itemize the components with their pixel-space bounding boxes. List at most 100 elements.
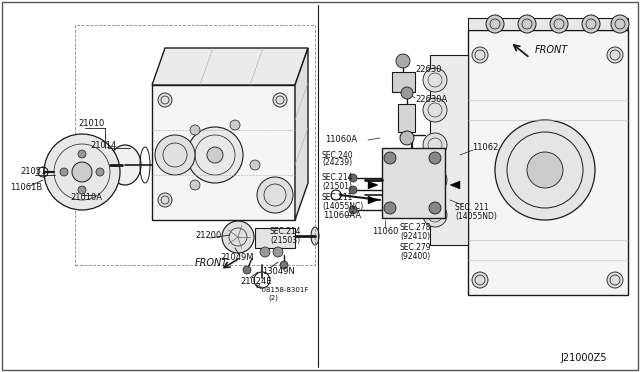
Circle shape	[486, 15, 504, 33]
Circle shape	[423, 68, 447, 92]
Text: 13049N: 13049N	[262, 267, 295, 276]
Circle shape	[190, 125, 200, 135]
Polygon shape	[152, 48, 308, 85]
Polygon shape	[450, 181, 460, 189]
Circle shape	[96, 168, 104, 176]
Circle shape	[429, 152, 441, 164]
Text: 21010: 21010	[78, 119, 104, 128]
Bar	[75, 25, 315, 265]
Text: 22630: 22630	[415, 65, 442, 74]
Circle shape	[611, 15, 629, 33]
Circle shape	[72, 162, 92, 182]
Circle shape	[257, 177, 293, 213]
Circle shape	[190, 180, 200, 190]
Circle shape	[158, 193, 172, 207]
Text: SEC.278: SEC.278	[400, 224, 431, 232]
Text: SEC.240: SEC.240	[322, 151, 354, 160]
Circle shape	[60, 168, 68, 176]
Circle shape	[423, 98, 447, 122]
Text: 21010A: 21010A	[70, 193, 102, 202]
Ellipse shape	[204, 58, 226, 66]
Circle shape	[230, 120, 240, 130]
Circle shape	[187, 127, 243, 183]
Text: (92400): (92400)	[400, 251, 430, 260]
Text: SEC.279: SEC.279	[400, 244, 431, 253]
Text: (24239): (24239)	[322, 158, 352, 167]
Circle shape	[400, 131, 414, 145]
Circle shape	[423, 203, 447, 227]
Text: 21049M: 21049M	[220, 253, 253, 263]
Circle shape	[423, 133, 447, 157]
Circle shape	[280, 261, 288, 269]
Text: (2): (2)	[268, 295, 278, 301]
Circle shape	[349, 186, 357, 194]
Text: SEC.211: SEC.211	[322, 193, 353, 202]
Circle shape	[518, 15, 536, 33]
Text: 22630A: 22630A	[415, 96, 447, 105]
Circle shape	[273, 193, 287, 207]
Polygon shape	[398, 104, 415, 132]
Polygon shape	[468, 18, 628, 30]
Text: (14055NC): (14055NC)	[322, 202, 364, 211]
Circle shape	[158, 93, 172, 107]
Text: 11060AA: 11060AA	[323, 211, 361, 219]
Circle shape	[423, 168, 447, 192]
Circle shape	[582, 15, 600, 33]
Polygon shape	[295, 48, 308, 220]
Circle shape	[384, 202, 396, 214]
Circle shape	[607, 272, 623, 288]
Polygon shape	[368, 181, 378, 189]
Text: SEC.214: SEC.214	[270, 228, 301, 237]
Polygon shape	[368, 196, 378, 204]
Circle shape	[78, 186, 86, 194]
Circle shape	[396, 54, 410, 68]
Circle shape	[472, 47, 488, 63]
Text: FRONT: FRONT	[535, 45, 568, 55]
Ellipse shape	[311, 227, 319, 245]
Ellipse shape	[234, 58, 256, 66]
Polygon shape	[382, 148, 445, 218]
Circle shape	[44, 134, 120, 210]
Text: (21503): (21503)	[270, 235, 300, 244]
Circle shape	[273, 247, 283, 257]
Polygon shape	[430, 55, 468, 245]
Text: J21000Z5: J21000Z5	[560, 353, 607, 363]
Text: (21501): (21501)	[322, 182, 352, 190]
Text: FRONT: FRONT	[195, 258, 228, 268]
Circle shape	[472, 272, 488, 288]
Text: 11060A: 11060A	[325, 135, 357, 144]
Text: 21024E: 21024E	[240, 278, 271, 286]
Circle shape	[273, 93, 287, 107]
Text: B: B	[255, 283, 260, 289]
Text: SEC.214: SEC.214	[322, 173, 353, 183]
Circle shape	[250, 160, 260, 170]
Circle shape	[550, 15, 568, 33]
Circle shape	[207, 147, 223, 163]
Text: 21200: 21200	[195, 231, 221, 241]
Circle shape	[78, 150, 86, 158]
Circle shape	[155, 135, 195, 175]
Circle shape	[349, 174, 357, 182]
Text: 11060: 11060	[372, 228, 398, 237]
Polygon shape	[255, 228, 295, 248]
Text: 21014: 21014	[90, 141, 116, 150]
Circle shape	[429, 202, 441, 214]
Text: (92410): (92410)	[400, 231, 430, 241]
Text: 11062: 11062	[472, 144, 499, 153]
Text: SEC. 211: SEC. 211	[455, 203, 489, 212]
Text: 21051: 21051	[20, 167, 46, 176]
Text: 11061B: 11061B	[10, 183, 42, 192]
Text: (14055ND): (14055ND)	[455, 212, 497, 221]
Circle shape	[384, 152, 396, 164]
Circle shape	[260, 247, 270, 257]
Polygon shape	[468, 30, 628, 295]
Ellipse shape	[261, 58, 283, 66]
Circle shape	[243, 266, 251, 274]
Circle shape	[495, 120, 595, 220]
Polygon shape	[152, 85, 295, 220]
Ellipse shape	[109, 145, 141, 185]
Circle shape	[401, 87, 413, 99]
Circle shape	[222, 221, 254, 253]
Text: °08158-8301F: °08158-8301F	[258, 287, 308, 293]
Polygon shape	[392, 72, 415, 92]
